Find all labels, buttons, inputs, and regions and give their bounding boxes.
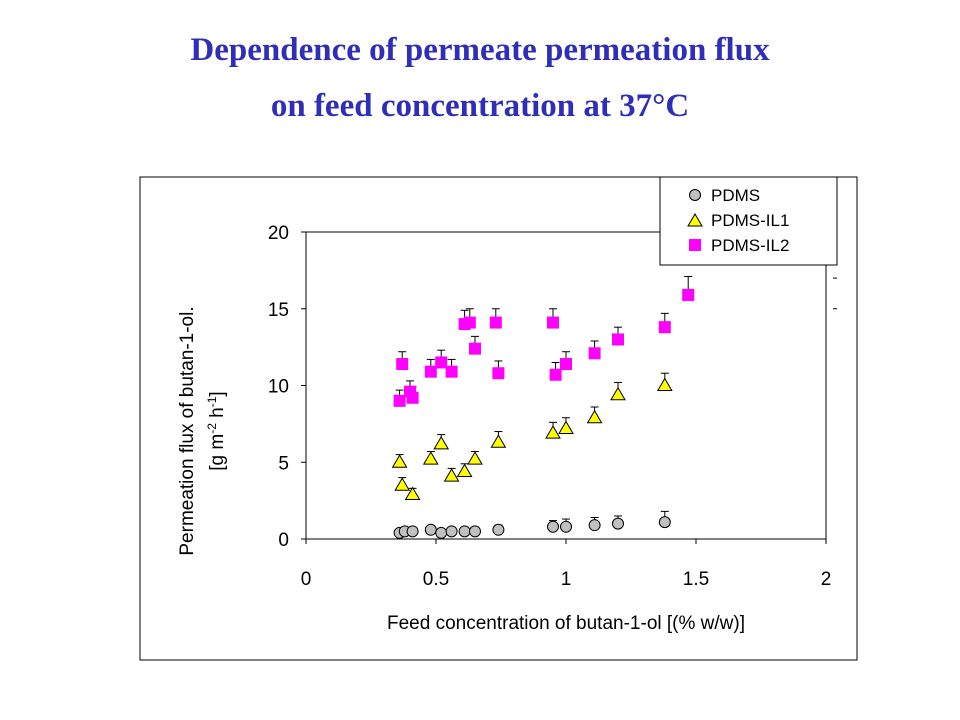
y-tick-label: 20 [268, 223, 289, 244]
x-axis-label: Feed concentration of butan-1-ol [(% w/w… [387, 613, 745, 634]
slide-title: Dependence of permeate permeation flux o… [0, 22, 960, 134]
data-points [391, 288, 695, 539]
point-pdms-il1 [422, 451, 439, 465]
point-pdms [469, 525, 481, 538]
y-axis-unit-exp-h: -1 [205, 396, 219, 407]
point-pdms [547, 520, 559, 533]
point-pdms-il2 [682, 288, 695, 301]
x-tick-label: 1 [561, 569, 572, 590]
point-pdms-il1 [443, 468, 460, 482]
legend-label-pdms: PDMS [711, 186, 760, 205]
point-pdms-il1 [656, 377, 673, 391]
point-pdms-il1 [433, 435, 450, 450]
point-pdms-il2 [489, 316, 502, 329]
legend-label-pdms-il1: PDMS-IL1 [711, 211, 789, 230]
point-pdms [435, 526, 448, 539]
point-pdms-il1 [394, 477, 411, 491]
legend-marker-pdms-il1 [687, 213, 703, 227]
point-pdms [445, 525, 458, 538]
point-pdms [588, 519, 601, 532]
legend-label-pdms-il2: PDMS-IL2 [711, 236, 789, 255]
point-pdms-il1 [586, 409, 603, 424]
y-axis-label-line2: [g m-2 h-1] [205, 391, 228, 470]
point-pdms [492, 523, 505, 536]
y-axis-label-line1: Permeation flux of butan-1-ol. [177, 306, 198, 555]
y-tick-label: 5 [278, 453, 289, 474]
x-tick-label: 0.5 [423, 569, 449, 590]
point-pdms-il1 [467, 451, 483, 465]
point-pdms-il2 [492, 367, 505, 380]
point-pdms-il2 [406, 391, 419, 404]
legend-marker-pdms-il2 [689, 239, 701, 251]
slide-title-line2: on feed concentration at 37°C [270, 88, 690, 124]
point-pdms-il1 [391, 454, 408, 468]
legend-marker-pdms [689, 189, 701, 201]
slide-title-line1: Dependence of permeate permeation flux [190, 32, 770, 68]
y-tick-label: 10 [268, 377, 289, 398]
point-pdms-il1 [610, 386, 626, 401]
y-tick-label: 0 [278, 530, 289, 551]
point-pdms-il2 [547, 316, 559, 329]
point-pdms-il2 [396, 358, 409, 371]
x-tick-label: 0 [301, 569, 312, 590]
point-pdms-il2 [612, 333, 624, 346]
point-pdms-il2 [588, 347, 601, 360]
point-pdms [458, 525, 471, 538]
point-pdms-il2 [393, 394, 406, 407]
point-pdms-il2 [463, 316, 476, 329]
x-tick-label: 1.5 [683, 569, 709, 590]
point-pdms [612, 517, 624, 530]
point-pdms-il2 [560, 358, 572, 371]
point-pdms [560, 520, 572, 533]
point-pdms-il1 [490, 434, 507, 448]
point-pdms-il1 [456, 463, 473, 477]
point-pdms-il2 [435, 356, 448, 369]
point-pdms-il1 [404, 486, 421, 500]
x-tick-label: 2 [821, 569, 832, 590]
legend: PDMS PDMS-IL1 PDMS-IL2 [659, 176, 838, 266]
point-pdms [424, 523, 437, 536]
y-tick-label: 15 [268, 300, 289, 321]
point-pdms-il2 [424, 365, 437, 378]
y-axis-unit-exp-m: -2 [205, 423, 219, 434]
point-pdms-il2 [469, 342, 481, 355]
point-pdms-il1 [545, 425, 561, 439]
point-pdms-il1 [558, 420, 574, 434]
point-pdms-il2 [445, 365, 458, 378]
point-pdms-il2 [549, 368, 562, 381]
point-pdms [406, 525, 419, 538]
point-pdms-il2 [658, 321, 671, 334]
point-pdms [658, 516, 671, 529]
